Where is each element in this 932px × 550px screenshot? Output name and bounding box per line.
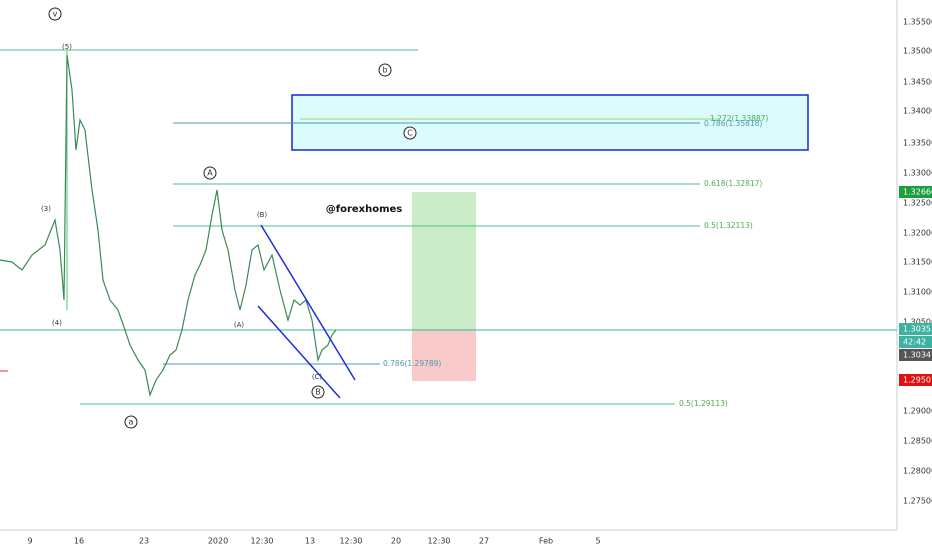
wave-circle (48, 7, 62, 21)
time-label: 5 (595, 537, 600, 546)
fib-label: 0.5(1.32113) (704, 221, 753, 230)
wave-circle (203, 166, 217, 180)
fib-label: 0.786(1.29789) (383, 359, 441, 368)
wave-label: (3) (41, 205, 51, 213)
time-label: 16 (74, 537, 84, 546)
fib-label: 0.5(1.29113) (679, 399, 728, 408)
price-label: 1.30500 (903, 318, 932, 327)
wave-label: (5) (62, 43, 72, 51)
wave-circle (311, 385, 325, 399)
wave-label: v (53, 10, 58, 19)
wave-label: C (407, 129, 413, 138)
loss-zone (412, 330, 476, 381)
price-label: 1.34500 (903, 78, 932, 87)
price-badge (899, 374, 932, 386)
price-label: 1.33000 (903, 169, 932, 178)
wave-label: a (129, 418, 134, 427)
badge-label: 1.32660 (903, 188, 932, 197)
wave-label: b (382, 66, 387, 75)
wave-label: (A) (234, 321, 245, 329)
price-path (0, 54, 337, 398)
fib-label: 0.618(1.32817) (704, 179, 762, 188)
price-badge (899, 336, 932, 348)
wave-circle (378, 63, 392, 77)
profit-zone (412, 192, 476, 330)
price-label: 1.31000 (903, 288, 932, 297)
time-label: 2020 (208, 537, 228, 546)
price-label: 1.31500 (903, 258, 932, 267)
time-label: 13 (305, 537, 315, 546)
wave-label: (B) (257, 211, 268, 219)
price-label: 1.27500 (903, 497, 932, 506)
price-label: 1.35500 (903, 18, 932, 27)
price-badge (899, 186, 932, 198)
time-label: 12:30 (250, 537, 273, 546)
price-label: 1.32000 (903, 229, 932, 238)
badge-label: 42:42 (903, 338, 926, 347)
time-label: 12:30 (427, 537, 450, 546)
wave-circle (124, 415, 138, 429)
badge-label: 1.30353 (903, 325, 932, 334)
channel-line (260, 224, 356, 381)
price-label: 1.28500 (903, 437, 932, 446)
channel-line (257, 305, 341, 399)
fib-label: 1.272(1.33887) (710, 114, 768, 123)
price-badge (899, 323, 932, 335)
wave-circle (403, 126, 417, 140)
time-label: 12:30 (339, 537, 362, 546)
badge-label: 1.29507 (903, 376, 932, 385)
time-label: 27 (479, 537, 489, 546)
author-label: @forexhomes (326, 204, 403, 215)
price-label: 1.32500 (903, 199, 932, 208)
wave-label: A (207, 169, 213, 178)
price-label: 1.28000 (903, 467, 932, 476)
price-label: 1.35000 (903, 47, 932, 56)
channel (257, 224, 356, 399)
price-label: 1.33500 (903, 139, 932, 148)
time-label: 23 (139, 537, 149, 546)
wave-label: (4) (52, 319, 62, 327)
time-label: Feb (539, 537, 553, 546)
time-label: 9 (27, 537, 32, 546)
fib-label: 0.786(1.35818) (704, 119, 762, 128)
wave-label: B (315, 388, 321, 397)
time-label: 20 (391, 537, 401, 546)
price-badge (899, 349, 932, 361)
price-label: 1.29000 (903, 407, 932, 416)
wave-label: (C) (312, 373, 323, 381)
price-label: 1.34000 (903, 107, 932, 116)
